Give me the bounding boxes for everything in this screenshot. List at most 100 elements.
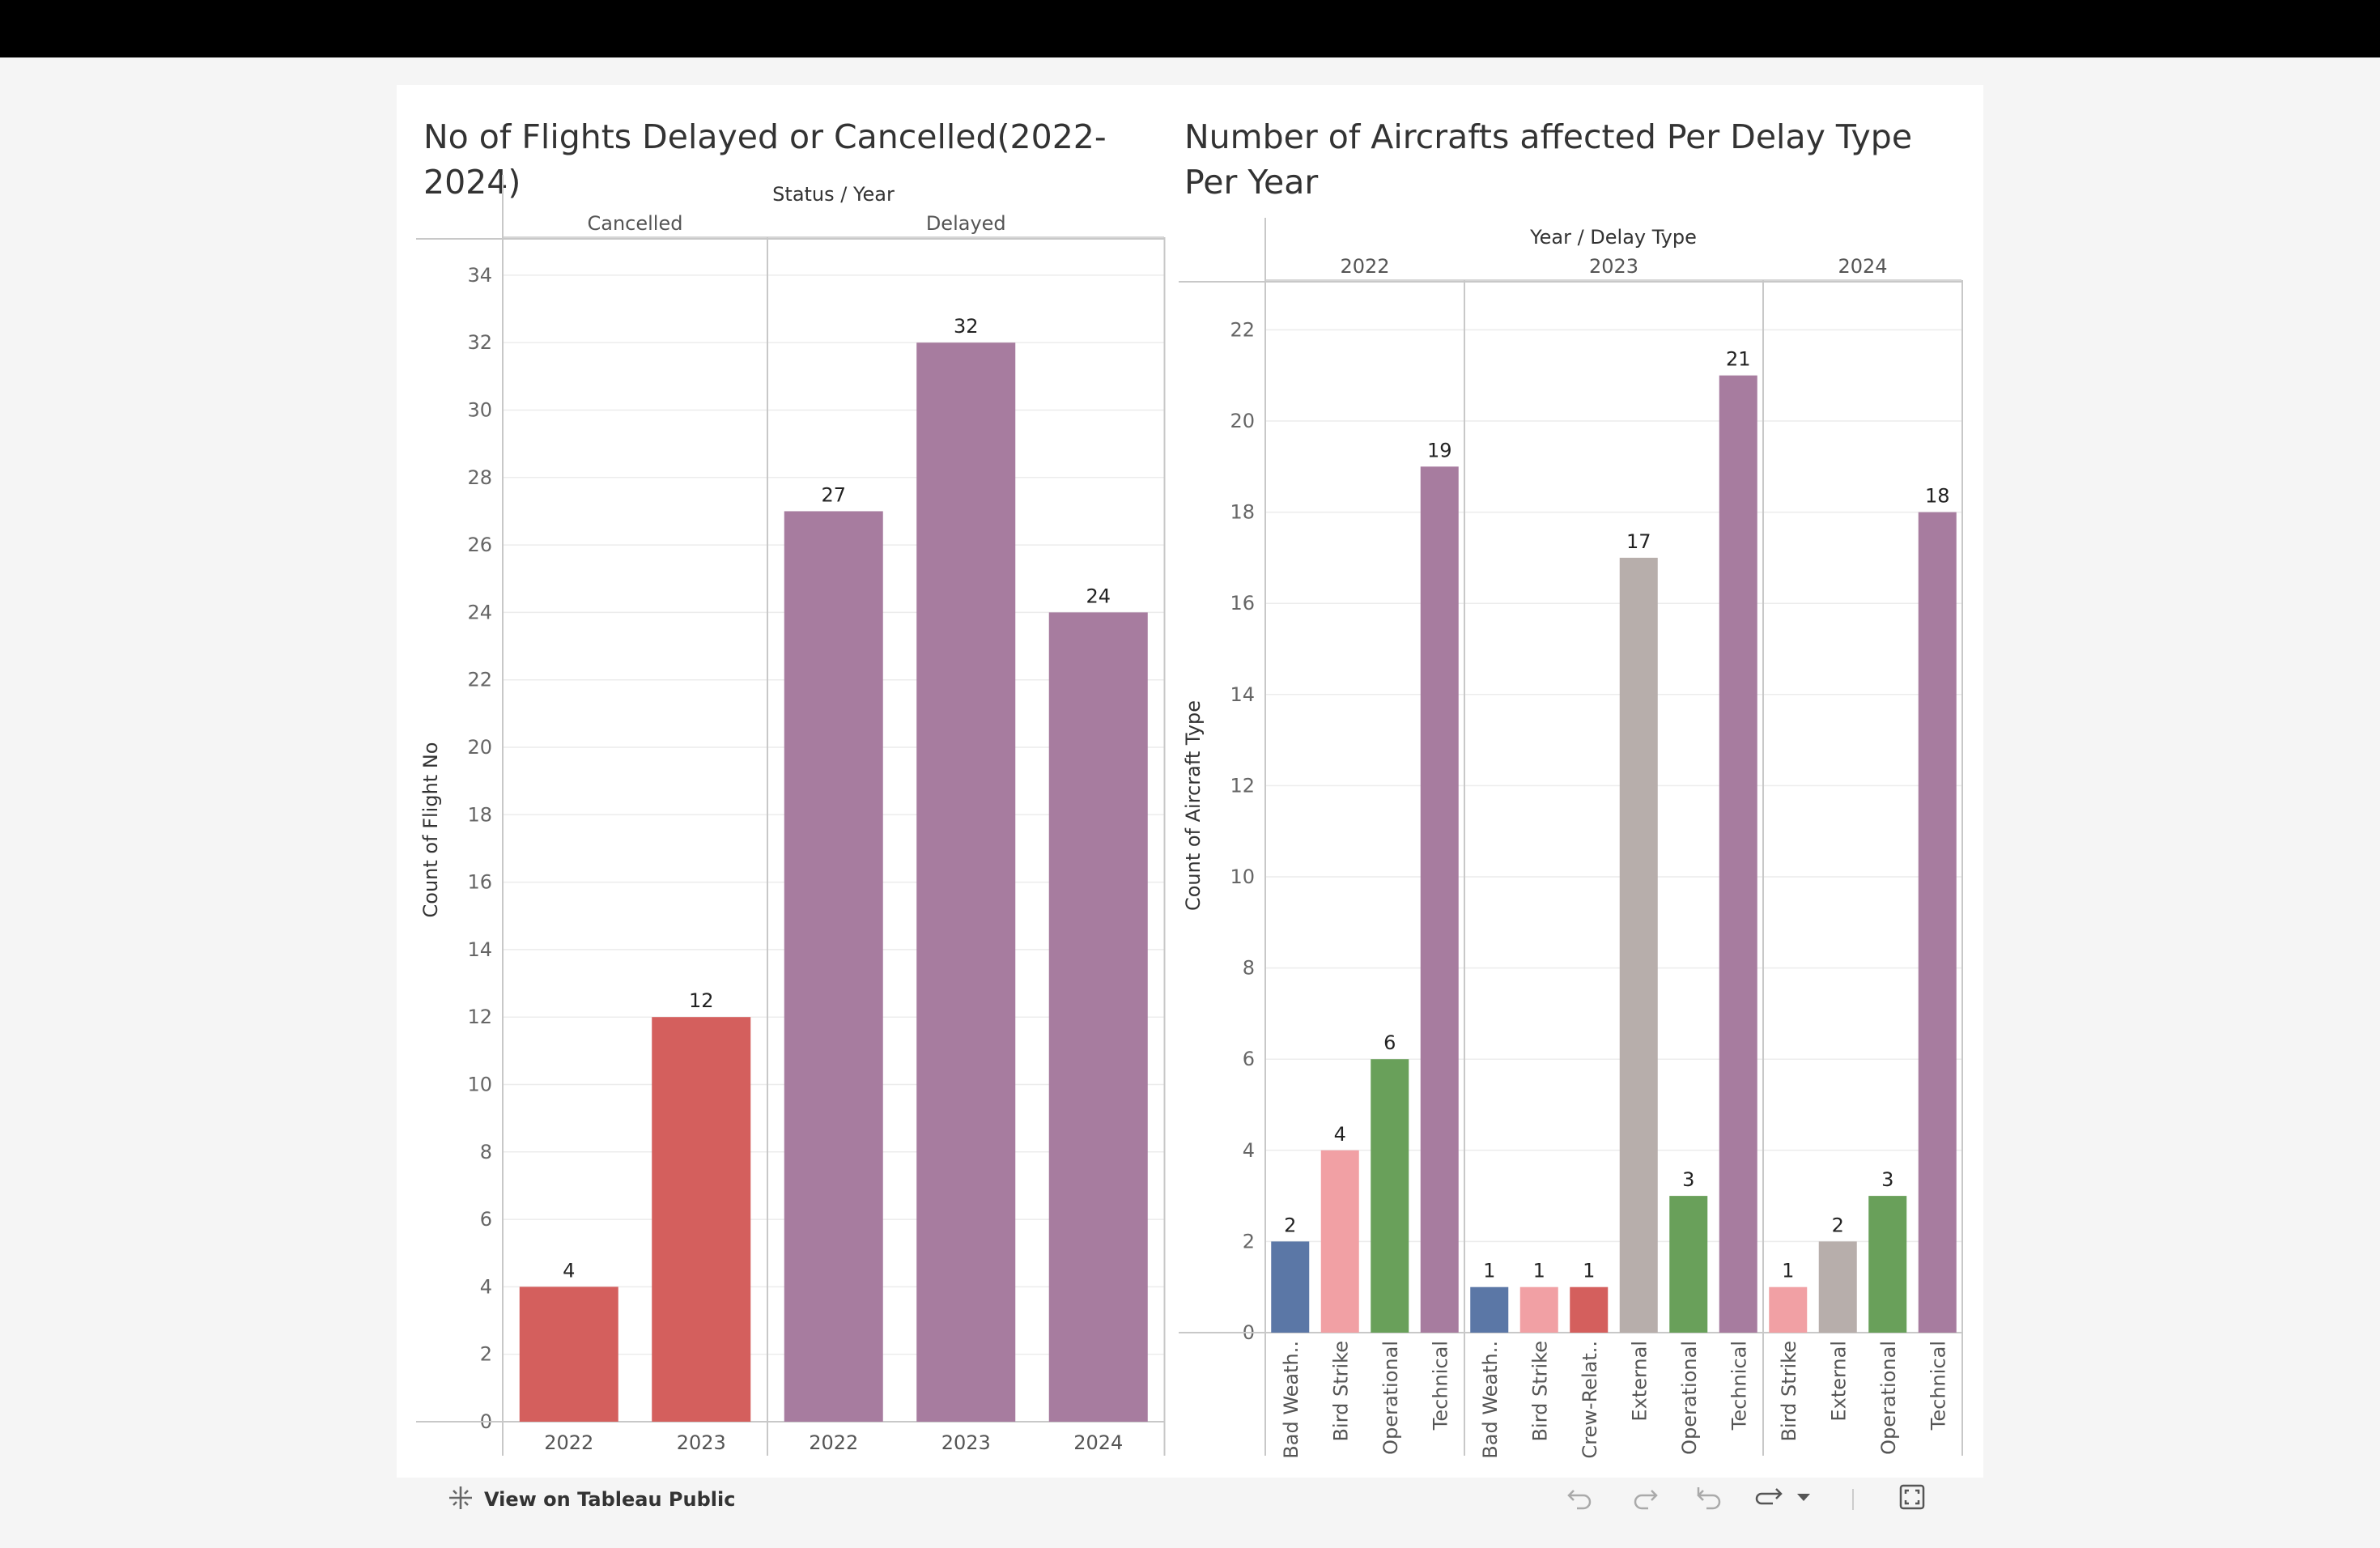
chart2-title: Number of Aircrafts affected Per Delay T… — [1184, 117, 1913, 202]
x-tick-label: Operational — [1678, 1341, 1701, 1455]
share-icon — [1753, 1482, 1786, 1515]
y-tick-label: 28 — [467, 466, 492, 489]
redo-button[interactable] — [1629, 1482, 1661, 1515]
share-button[interactable] — [1753, 1482, 1786, 1515]
y-tick-label: 8 — [480, 1141, 492, 1163]
y-tick-label: 10 — [467, 1074, 492, 1096]
bar — [519, 1286, 618, 1422]
group-header-label: Delayed — [926, 212, 1006, 235]
view-on-tableau-label: View on Tableau Public — [484, 1488, 736, 1511]
bar — [1619, 557, 1658, 1333]
bar — [1320, 1150, 1359, 1333]
x-tick-label: Technical — [1728, 1341, 1750, 1431]
bar-value-label: 24 — [1086, 585, 1111, 607]
y-tick-label: 14 — [1230, 683, 1255, 706]
y-tick-label: 4 — [1243, 1139, 1255, 1162]
bar-value-label: 1 — [1782, 1260, 1794, 1282]
x-tick-label: 2022 — [809, 1431, 858, 1454]
x-tick-label: 2023 — [677, 1431, 726, 1454]
bar-value-label: 3 — [1682, 1168, 1694, 1191]
x-tick-label: 2024 — [1073, 1431, 1123, 1454]
x-tick-label: 2022 — [544, 1431, 593, 1454]
bar — [1818, 1241, 1857, 1333]
y-tick-label: 2 — [480, 1343, 492, 1366]
y-tick-label: 14 — [467, 938, 492, 961]
x-tick-label: Bird Strike — [1778, 1341, 1800, 1441]
bar — [1918, 512, 1957, 1333]
x-tick-label: Technical — [1927, 1341, 1949, 1431]
revert-button[interactable] — [1694, 1482, 1726, 1515]
x-tick-label: Bad Weath.. — [1479, 1341, 1502, 1459]
bar-value-label: 6 — [1383, 1031, 1396, 1054]
y-tick-label: 22 — [467, 669, 492, 691]
x-tick-label: External — [1827, 1341, 1850, 1422]
bar-value-label: 19 — [1427, 439, 1452, 461]
y-tick-label: 16 — [467, 871, 492, 894]
y-tick-label: 6 — [1243, 1048, 1255, 1070]
y-tick-label: 8 — [1243, 957, 1255, 980]
bar — [1769, 1286, 1808, 1333]
y-tick-label: 6 — [480, 1208, 492, 1231]
x-tick-label: Crew-Relat.. — [1579, 1341, 1601, 1459]
bar-value-label: 3 — [1881, 1168, 1893, 1191]
share-menu-icon — [1794, 1487, 1813, 1510]
group-header-label: 2024 — [1838, 255, 1887, 278]
y-tick-label: 16 — [1230, 592, 1255, 615]
bar — [1868, 1196, 1907, 1333]
bar-value-label: 17 — [1626, 530, 1651, 553]
y-tick-label: 18 — [1230, 501, 1255, 524]
top-bar — [0, 0, 2380, 57]
bar-value-label: 4 — [1334, 1123, 1346, 1146]
tableau-toolbar: View on Tableau Public — [397, 1478, 1983, 1522]
y-tick-label: 12 — [1230, 774, 1255, 797]
share-menu-button[interactable] — [1787, 1482, 1820, 1515]
x-tick-label: Bird Strike — [1329, 1341, 1352, 1441]
bar — [916, 342, 1016, 1423]
fullscreen-icon — [1898, 1482, 1927, 1515]
bar-value-label: 27 — [821, 483, 846, 506]
dashboard: No of Flights Delayed or Cancelled(2022-… — [397, 85, 1983, 1478]
bar — [1519, 1286, 1558, 1333]
redo-icon — [1630, 1482, 1660, 1515]
bar — [1420, 466, 1459, 1333]
y-tick-label: 18 — [467, 803, 492, 826]
revert-icon — [1695, 1482, 1724, 1515]
x-tick-label: Operational — [1877, 1341, 1900, 1455]
bar-value-label: 21 — [1726, 348, 1751, 371]
y-tick-label: 4 — [480, 1275, 492, 1298]
y-tick-label: 26 — [467, 534, 492, 556]
undo-button[interactable] — [1564, 1482, 1596, 1515]
undo-icon — [1566, 1482, 1595, 1515]
bar — [1371, 1059, 1409, 1333]
bar-value-label: 32 — [954, 315, 979, 338]
bar — [1470, 1286, 1509, 1333]
bar-value-label: 12 — [689, 989, 714, 1012]
bar — [1719, 375, 1757, 1333]
bar — [1048, 612, 1148, 1422]
y-tick-label: 24 — [467, 601, 492, 623]
x-tick-label: Bad Weath.. — [1280, 1341, 1303, 1459]
y-tick-label: 22 — [1230, 318, 1255, 341]
y-tick-label: 20 — [467, 736, 492, 759]
fullscreen-button[interactable] — [1896, 1482, 1928, 1515]
bar — [1669, 1196, 1708, 1333]
y-axis-label: Count of Flight No — [419, 742, 442, 918]
chart1-title: No of Flights Delayed or Cancelled(2022-… — [423, 117, 1107, 202]
bar-value-label: 4 — [563, 1259, 575, 1282]
x-tick-label: Operational — [1379, 1341, 1402, 1455]
header-title: Status / Year — [772, 183, 895, 206]
tableau-icon — [447, 1484, 474, 1515]
group-header-label: 2023 — [1589, 255, 1638, 278]
bar-value-label: 2 — [1832, 1214, 1844, 1236]
bar-value-label: 2 — [1284, 1214, 1296, 1236]
y-tick-label: 34 — [467, 264, 492, 287]
bar-value-label: 1 — [1533, 1260, 1545, 1282]
bar-value-label: 18 — [1925, 485, 1950, 508]
y-tick-label: 12 — [467, 1006, 492, 1028]
view-on-tableau-link[interactable]: View on Tableau Public — [447, 1484, 735, 1515]
x-tick-label: 2023 — [941, 1431, 991, 1454]
x-tick-label: External — [1628, 1341, 1651, 1422]
group-header-label: 2022 — [1340, 255, 1389, 278]
bar — [652, 1017, 751, 1422]
